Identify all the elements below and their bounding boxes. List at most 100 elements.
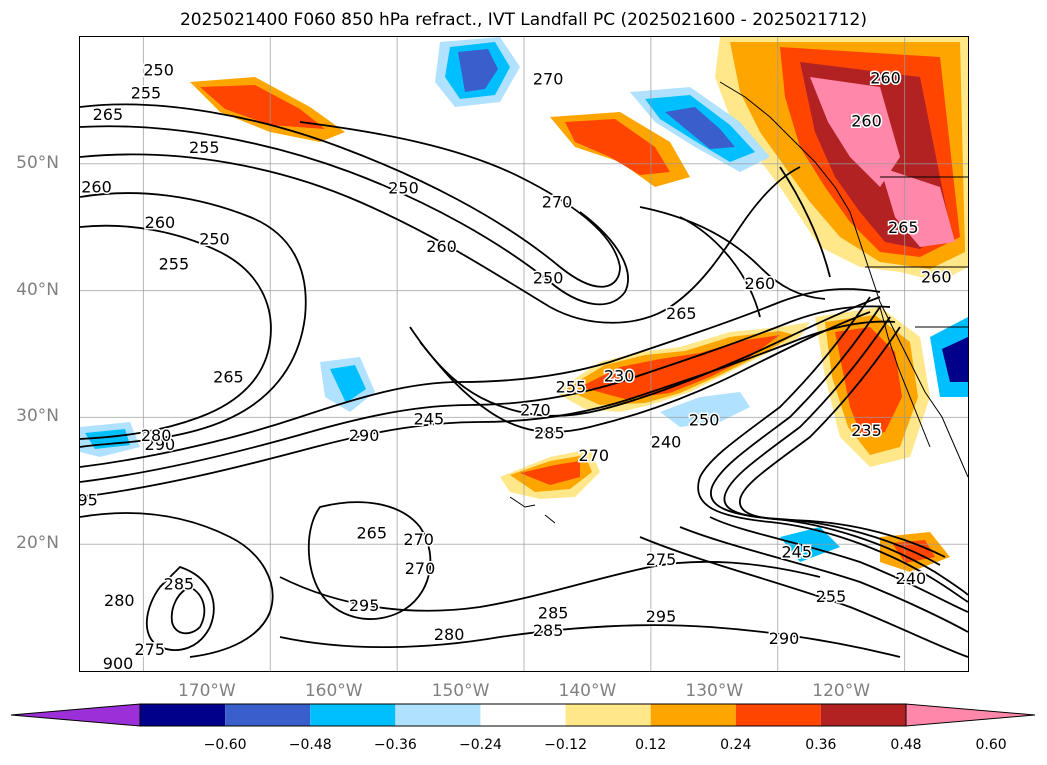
map-title: 2025021400 F060 850 hPa refract., IVT La… <box>179 10 867 30</box>
contour-label: 270 <box>542 193 573 212</box>
positive-anomaly-region <box>565 119 670 175</box>
contour-label: 285 <box>538 603 569 622</box>
contour-line <box>80 512 274 658</box>
contour-label: 255 <box>131 84 162 103</box>
contour-label: 250 <box>689 411 720 430</box>
contour-label: 275 <box>134 640 165 659</box>
contour-line <box>679 526 968 633</box>
contour-label: 900 <box>103 654 134 671</box>
contour-label: 285 <box>533 621 564 640</box>
coastlines <box>509 81 968 524</box>
contour-label: 255 <box>189 138 220 157</box>
negative-anomaly-region <box>458 49 498 92</box>
contour-label: 280 <box>104 591 135 610</box>
contour-label: 270 <box>405 559 436 578</box>
colorbar-outline <box>139 703 907 727</box>
contour-line <box>709 516 968 613</box>
contour-label: 265 <box>356 524 387 543</box>
contour-label: 260 <box>745 274 776 293</box>
contour-label: 270 <box>578 446 609 465</box>
contour-label: 250 <box>143 61 174 80</box>
contour-label: 295 <box>646 607 677 626</box>
colorbar-tick-label: −0.36 <box>373 737 417 753</box>
map-canvas: 250 255 265 260 255 250 260 255 250 260 250 270 270 2… <box>80 37 968 671</box>
colorbar-cell <box>140 704 226 726</box>
contour-line <box>639 206 826 300</box>
contour-line <box>80 288 881 468</box>
contour-label: 285 <box>534 423 565 442</box>
contour-line <box>639 536 968 658</box>
map-panel: 250 255 265 260 255 250 260 255 250 260 250 270 270 2… <box>79 36 969 672</box>
contour-label: 255 <box>159 255 190 274</box>
contour-label: 290 <box>349 426 380 445</box>
contour-label: 275 <box>646 550 677 569</box>
contour-label: 270 <box>533 70 564 89</box>
contour-label: 250 <box>533 269 564 288</box>
longitude-label: 160°W <box>304 681 363 701</box>
contour-line <box>80 305 891 483</box>
colorbar-tick-label: 0.60 <box>975 737 1007 753</box>
contour-line <box>739 326 946 558</box>
contour-label: 260 <box>145 213 176 232</box>
colorbar-cell <box>650 704 736 726</box>
contour-label: 95 <box>80 491 98 510</box>
colorbar-cell <box>565 704 651 726</box>
contour-line <box>709 306 968 596</box>
contour-label: 280 <box>434 625 465 644</box>
contour-label: 280 <box>141 426 172 445</box>
contour-label: 260 <box>426 237 457 256</box>
contour-label: 255 <box>816 587 847 606</box>
contour-line <box>80 224 272 440</box>
contour-line <box>679 166 831 318</box>
contour-line <box>409 296 881 417</box>
colorbar-cell <box>310 704 396 726</box>
colorbar-tick-label: 0.36 <box>805 737 837 753</box>
contour-label: 245 <box>414 409 445 428</box>
latitude-label: 20°N <box>16 533 59 554</box>
height-contours <box>80 103 968 658</box>
latitude-label: 40°N <box>16 279 59 300</box>
colorbar-extend-high <box>905 703 1036 727</box>
contour-label: 260 <box>870 68 901 87</box>
contour-line <box>80 192 307 448</box>
contour-line <box>279 560 821 612</box>
colorbar-cell <box>395 704 481 726</box>
contour-line <box>80 125 629 306</box>
positive-anomaly-region <box>580 335 780 399</box>
contour-label: 290 <box>769 629 800 648</box>
negative-anomaly-region <box>330 365 366 403</box>
contour-value-labels: 250 255 265 260 255 250 260 255 250 260 250 270 270 2… <box>80 59 953 671</box>
hawaii-islands <box>509 496 556 524</box>
negative-anomaly-region <box>660 392 750 427</box>
contour-label: 270 <box>403 530 434 549</box>
contour-label: 245 <box>781 543 812 562</box>
negative-anomaly-region <box>942 337 968 382</box>
colorbar-tick-label: −0.12 <box>544 737 587 753</box>
colorbar <box>10 703 1036 727</box>
contour-label: 260 <box>921 267 952 286</box>
contour-label: 230 <box>604 366 635 385</box>
colorbar-tick-label: 0.12 <box>635 737 667 753</box>
positive-anomaly-region <box>520 461 580 485</box>
negative-anomaly-region <box>85 429 130 449</box>
baja-california-coastline <box>879 306 931 448</box>
positive-anomaly-region <box>810 77 900 187</box>
contour-label: 240 <box>651 432 682 451</box>
colorbar-tick-label: 0.48 <box>890 737 922 753</box>
contour-line <box>80 153 801 324</box>
contour-line <box>279 624 901 658</box>
positive-anomaly-region <box>835 327 902 437</box>
positive-anomaly-region <box>880 167 955 247</box>
north-america-coastline <box>719 81 968 478</box>
colorbar-cells <box>10 703 1036 727</box>
negative-anomaly-region <box>665 107 735 149</box>
contour-label: 290 <box>145 435 176 454</box>
colorbar-cell <box>820 704 906 726</box>
latitude-label: 30°N <box>16 406 59 427</box>
contour-line <box>419 311 871 433</box>
contour-label: 265 <box>666 304 697 323</box>
contour-label: 265 <box>93 105 124 124</box>
contour-label: 255 <box>556 378 587 397</box>
contour-line <box>80 103 621 288</box>
latitude-label: 50°N <box>16 152 59 173</box>
